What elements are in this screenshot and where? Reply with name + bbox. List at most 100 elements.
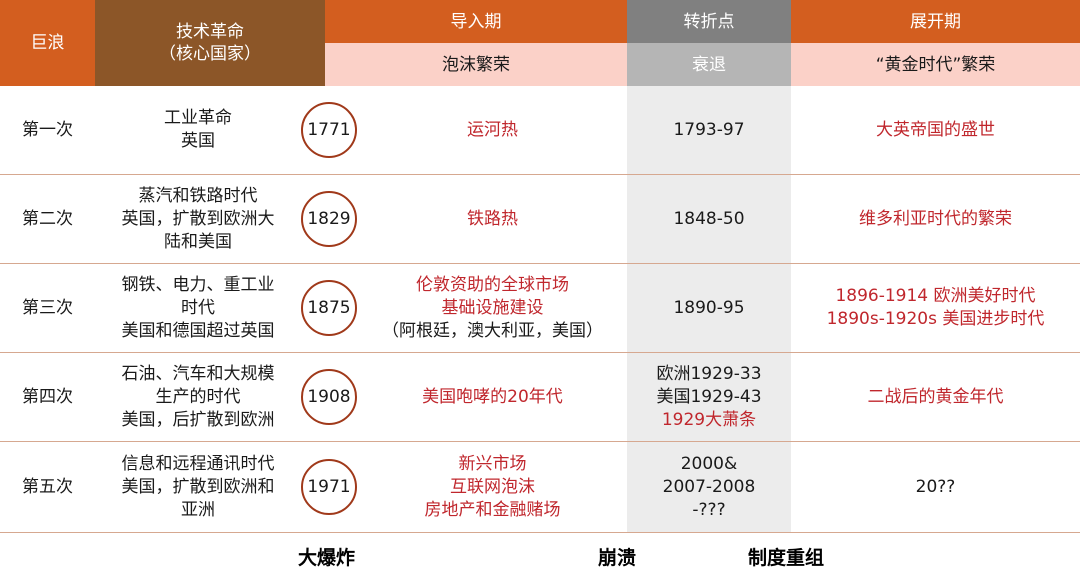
deployment-line: 20?? — [915, 476, 956, 497]
installation-cell: 伦敦资助的全球市场 基础设施建设 （阿根廷，澳大利亚，美国） — [358, 264, 627, 352]
wave-cell: 第四次 — [0, 353, 95, 441]
deployment-line: 大英帝国的盛世 — [876, 119, 995, 140]
footer-restructure: 制度重组 — [748, 536, 824, 576]
tech-cell: 工业革命 英国 — [95, 86, 301, 174]
deployment-cell: 大英帝国的盛世 — [791, 86, 1080, 174]
installation-line: 新兴市场 — [458, 453, 527, 474]
tech-cell: 石油、汽车和大规模 生产的时代 美国，后扩散到欧洲 — [95, 353, 301, 441]
year-label: 1829 — [307, 208, 351, 229]
tech-line: 美国，扩散到欧洲和 — [121, 476, 275, 497]
deployment-line: 二战后的黄金年代 — [867, 386, 1004, 407]
header-installation: 导入期 — [325, 0, 627, 43]
deployment-line: 维多利亚时代的繁荣 — [859, 208, 1012, 229]
turning-cell: 1793-97 — [627, 86, 791, 174]
year-circle: 1908 — [301, 369, 357, 425]
header-installation-sub-label: 泡沫繁荣 — [442, 54, 510, 75]
turning-cell: 1890-95 — [627, 264, 791, 352]
turning-cell: 欧洲1929-33 美国1929-43 1929大萧条 — [627, 353, 791, 441]
year-circle: 1829 — [301, 191, 357, 247]
header-tech-revolution: 技术革命 （核心国家） — [95, 0, 325, 86]
deployment-line: 1890s-1920s 美国进步时代 — [826, 309, 1045, 329]
installation-cell: 美国咆哮的20年代 — [358, 353, 627, 441]
deployment-cell: 二战后的黄金年代 — [791, 353, 1080, 441]
header-tech-line2: （核心国家） — [159, 44, 261, 64]
tech-line: 钢铁、电力、重工业 — [121, 274, 275, 295]
header-installation-sub: 泡沫繁荣 — [325, 43, 627, 86]
installation-line: 运河热 — [467, 119, 518, 140]
year-label: 1908 — [307, 386, 351, 407]
installation-line: 美国咆哮的20年代 — [422, 386, 563, 407]
wave-label: 第五次 — [22, 476, 73, 497]
tech-cell: 钢铁、电力、重工业 时代 美国和德国超过英国 — [95, 264, 301, 352]
installation-line: 铁路热 — [467, 208, 518, 229]
table-row: 第一次 工业革命 英国 1771 运河热 1793-97 大英帝国的盛世 — [0, 86, 1080, 175]
wave-label: 第四次 — [22, 386, 73, 407]
tech-line: 石油、汽车和大规模 — [121, 363, 275, 384]
wave-label: 第一次 — [22, 119, 73, 140]
header-deployment-sub: “黄金时代”繁荣 — [791, 43, 1080, 86]
year-cell: 1771 — [300, 86, 358, 174]
header-deployment: 展开期 — [791, 0, 1080, 43]
turning-line-highlight: 1929大萧条 — [661, 409, 757, 430]
wave-cell: 第二次 — [0, 175, 95, 263]
installation-cell: 铁路热 — [358, 175, 627, 263]
year-cell: 1875 — [300, 264, 358, 352]
header-installation-label: 导入期 — [450, 11, 502, 32]
header-wave: 巨浪 — [0, 0, 95, 86]
turning-line: 2007-2008 — [662, 476, 756, 497]
tech-line: 时代 — [181, 297, 215, 318]
turning-cell: 1848-50 — [627, 175, 791, 263]
installation-line: 房地产和金融赌场 — [424, 499, 561, 520]
wave-label: 第二次 — [22, 208, 73, 229]
tech-line: 英国，扩散到欧洲大 — [121, 208, 275, 229]
footer-collapse: 崩溃 — [598, 536, 636, 576]
turning-line: 2000& — [680, 453, 738, 474]
header-tech-line1: 技术革命 — [176, 22, 244, 42]
turning-line: 美国1929-43 — [656, 386, 762, 407]
turning-line: 1793-97 — [673, 119, 745, 140]
footer-big-bang-label: 大爆炸 — [298, 546, 356, 569]
tech-line: 工业革命 — [164, 108, 232, 128]
wave-cell: 第三次 — [0, 264, 95, 352]
table-row: 第五次 信息和远程通讯时代 美国，扩散到欧洲和 亚洲 1971 新兴市场 互联网… — [0, 442, 1080, 533]
deployment-cell: 20?? — [791, 442, 1080, 532]
header-deployment-sub-label: “黄金时代”繁荣 — [875, 54, 996, 75]
turning-point-column-bg — [627, 86, 791, 533]
installation-cell: 运河热 — [358, 86, 627, 174]
year-cell: 1908 — [300, 353, 358, 441]
tech-cell: 信息和远程通讯时代 美国，扩散到欧洲和 亚洲 — [95, 442, 301, 532]
installation-line: 基础设施建设 — [441, 297, 544, 318]
deployment-line: 1896-1914 欧洲美好时代 — [835, 286, 1036, 306]
installation-line: 伦敦资助的全球市场 — [416, 274, 569, 295]
tech-line: 信息和远程通讯时代 — [121, 453, 275, 474]
header-turning-sub-label: 衰退 — [692, 54, 726, 75]
tech-cell: 蒸汽和铁路时代 英国，扩散到欧洲大 陆和美国 — [95, 175, 301, 263]
header-turning-label: 转折点 — [683, 11, 735, 32]
deployment-cell: 维多利亚时代的繁荣 — [791, 175, 1080, 263]
tech-line: 蒸汽和铁路时代 — [138, 185, 258, 206]
header-wave-label: 巨浪 — [30, 33, 65, 53]
turning-line: 欧洲1929-33 — [656, 363, 762, 384]
wave-label: 第三次 — [22, 297, 73, 318]
footer-collapse-label: 崩溃 — [598, 546, 637, 569]
table-row: 第四次 石油、汽车和大规模 生产的时代 美国，后扩散到欧洲 1908 美国咆哮的… — [0, 353, 1080, 442]
year-label: 1971 — [307, 476, 351, 497]
turning-line: -??? — [692, 499, 726, 520]
header-turning-point: 转折点 — [627, 0, 791, 43]
year-circle: 1771 — [301, 102, 357, 158]
footer-big-bang: 大爆炸 — [298, 536, 355, 576]
tech-line: 生产的时代 — [155, 386, 241, 407]
year-cell: 1829 — [300, 175, 358, 263]
year-circle: 1971 — [301, 459, 357, 515]
installation-line: （阿根廷，澳大利亚，美国） — [382, 320, 603, 341]
table-row: 第二次 蒸汽和铁路时代 英国，扩散到欧洲大 陆和美国 1829 铁路热 1848… — [0, 175, 1080, 264]
tech-line: 英国 — [181, 131, 215, 151]
turning-cell: 2000& 2007-2008 -??? — [627, 442, 791, 532]
year-cell: 1971 — [300, 442, 358, 532]
footer-restructure-label: 制度重组 — [748, 546, 825, 569]
installation-cell: 新兴市场 互联网泡沫 房地产和金融赌场 — [358, 442, 627, 532]
wave-cell: 第一次 — [0, 86, 95, 174]
table-row: 第三次 钢铁、电力、重工业 时代 美国和德国超过英国 1875 伦敦资助的全球市… — [0, 264, 1080, 353]
tech-line: 亚洲 — [181, 499, 215, 520]
tech-line: 美国，后扩散到欧洲 — [121, 409, 275, 430]
